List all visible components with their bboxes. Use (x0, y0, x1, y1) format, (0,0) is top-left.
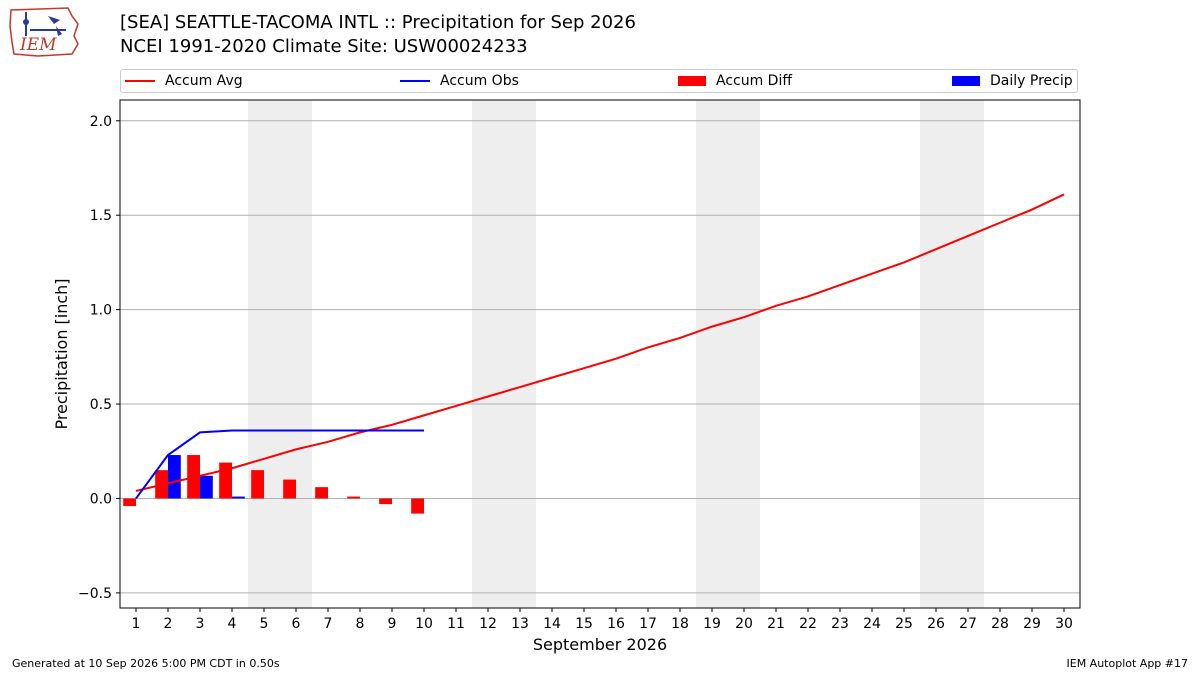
axis-ticks: −0.50.00.51.01.52.01 2 3 4 5 6 7 8 9 10 11 12 13 14 15… (78, 114, 1073, 632)
iowa-map-icon: IEM (9, 7, 79, 57)
daily-precip-bar (200, 475, 213, 499)
accum-avg-line (135, 193, 1065, 492)
x-tick-label: 12 (479, 616, 497, 632)
daily-precip-bar (168, 455, 181, 499)
weekend-band (696, 100, 760, 608)
accum-diff-bar (283, 479, 296, 499)
x-tick-label: 11 (447, 616, 465, 632)
y-tick-label: 2.0 (90, 114, 112, 130)
chart-subtitle: NCEI 1991-2020 Climate Site: USW00024233 (120, 36, 528, 57)
weekend-bands (248, 100, 984, 608)
y-tick-label: −0.5 (78, 586, 112, 602)
x-tick-label: 8 (356, 616, 365, 632)
x-tick-label: 14 (543, 616, 561, 632)
y-tick-label: 1.0 (90, 303, 112, 319)
legend-item-accum-diff: Accum Diff (678, 73, 792, 89)
accum-diff-bar (315, 487, 328, 499)
x-tick-label: 20 (735, 616, 753, 632)
accum-diff-bar (123, 498, 136, 507)
legend-swatch (952, 76, 980, 86)
legend-label: Daily Precip (990, 73, 1073, 89)
bars (123, 455, 424, 514)
generated-timestamp: Generated at 10 Sep 2026 5:00 PM CDT in … (12, 657, 280, 670)
x-tick-label: 17 (639, 616, 657, 632)
x-tick-label: 22 (799, 616, 817, 632)
legend-swatch (678, 76, 706, 86)
x-tick-label: 26 (927, 616, 945, 632)
x-tick-label: 29 (1023, 616, 1041, 632)
x-tick-label: 7 (324, 616, 333, 632)
x-tick-label: 9 (388, 616, 397, 632)
y-axis-label: Precipitation [inch] (52, 278, 71, 429)
accum-diff-bar (251, 470, 264, 499)
x-tick-label: 28 (991, 616, 1009, 632)
x-tick-label: 4 (228, 616, 237, 632)
legend-label: Accum Obs (440, 73, 519, 89)
legend-label: Accum Avg (165, 73, 243, 89)
accum-diff-bar (411, 498, 424, 514)
x-tick-label: 10 (415, 616, 433, 632)
accum-diff-bar (219, 462, 232, 499)
accum-diff-bar (379, 498, 392, 505)
legend-item-accum-avg: Accum Avg (125, 73, 243, 89)
x-tick-label: 21 (767, 616, 785, 632)
app-credit: IEM Autoplot App #17 (1066, 657, 1189, 670)
x-tick-label: 16 (607, 616, 625, 632)
weekend-band (920, 100, 984, 608)
x-tick-label: 23 (831, 616, 849, 632)
x-tick-label: 2 (164, 616, 173, 632)
daily-precip-bar (232, 496, 245, 499)
x-tick-label: 24 (863, 616, 881, 632)
x-tick-label: 15 (575, 616, 593, 632)
y-tick-label: 0.5 (90, 397, 112, 413)
legend-label: Accum Diff (716, 73, 793, 89)
x-tick-label: 6 (292, 616, 301, 632)
svg-text:IEM: IEM (19, 35, 57, 55)
legend-item-accum-obs: Accum Obs (400, 73, 519, 89)
x-tick-label: 27 (959, 616, 977, 632)
x-tick-label: 30 (1055, 616, 1073, 632)
x-tick-label: 18 (671, 616, 689, 632)
gridlines (120, 120, 1080, 594)
x-axis-label: September 2026 (533, 635, 667, 654)
x-tick-label: 25 (895, 616, 913, 632)
accum-diff-bar (347, 496, 360, 499)
y-tick-label: 0.0 (90, 491, 112, 507)
weekend-band (472, 100, 536, 608)
weekend-band (248, 100, 312, 608)
x-tick-label: 13 (511, 616, 529, 632)
legend: Accum Avg Accum Obs Accum Diff Daily Pre… (120, 69, 1078, 93)
series-lines (135, 193, 1065, 500)
legend-swatch (125, 80, 155, 82)
x-tick-label: 3 (196, 616, 205, 632)
plot-frame (119, 99, 1081, 609)
legend-item-daily-precip: Daily Precip (952, 73, 1073, 89)
legend-swatch (400, 80, 430, 82)
iem-logo: IEM (8, 6, 82, 60)
chart-title: [SEA] SEATTLE-TACOMA INTL :: Precipitati… (120, 12, 636, 33)
x-tick-label: 5 (260, 616, 269, 632)
x-tick-label: 1 (132, 616, 141, 632)
x-tick-label: 19 (703, 616, 721, 632)
accum-obs-line (135, 429, 424, 500)
y-tick-label: 1.5 (90, 208, 112, 224)
